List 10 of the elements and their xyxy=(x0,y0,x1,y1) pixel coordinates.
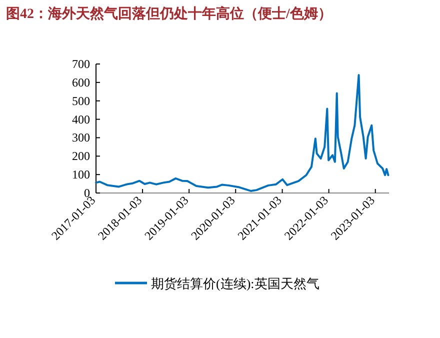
y-tick-label: 200 xyxy=(72,149,90,164)
y-tick-label: 700 xyxy=(72,57,90,71)
y-tick-label: 100 xyxy=(72,168,90,182)
line-series xyxy=(95,74,390,192)
y-tick-label: 400 xyxy=(72,112,90,126)
y-tick-label: 500 xyxy=(72,94,90,108)
y-tick-label: 600 xyxy=(72,75,90,90)
legend-label: 期货结算价(连续):英国天然气 xyxy=(151,276,320,291)
y-tick-label: 300 xyxy=(72,130,90,145)
chart-title: 图42：海外天然气回落但仍处十年高位（便士/色姆） xyxy=(6,5,332,22)
